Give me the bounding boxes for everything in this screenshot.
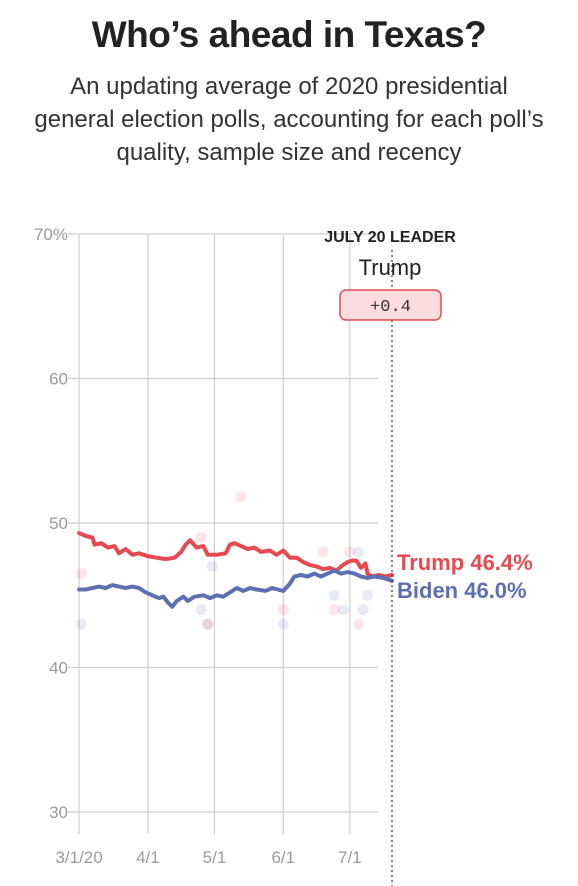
series-line-trump bbox=[77, 531, 394, 579]
x-tick-label: 3/1/20 bbox=[55, 848, 102, 867]
x-tick-label: 5/1 bbox=[203, 848, 227, 867]
poll-dot-trump bbox=[235, 491, 247, 503]
leader-box-name: Trump bbox=[359, 255, 422, 280]
poll-dots bbox=[75, 491, 374, 630]
poll-dot-trump bbox=[195, 531, 207, 543]
poll-dot-biden bbox=[75, 618, 87, 630]
y-tick-label: 70% bbox=[34, 225, 68, 244]
x-tick-label: 6/1 bbox=[271, 848, 295, 867]
series-end-labels: Trump 46.4% Biden 46.0% bbox=[397, 550, 533, 603]
poll-dot-biden bbox=[362, 589, 374, 601]
leader-margin-value: +0.4 bbox=[370, 298, 411, 317]
poll-dot-trump bbox=[328, 604, 340, 616]
poll-dot-trump bbox=[317, 546, 329, 558]
poll-dot-biden bbox=[357, 604, 369, 616]
poll-dot-trump bbox=[75, 568, 87, 580]
poll-dot-biden bbox=[277, 618, 289, 630]
x-tick-label: 4/1 bbox=[136, 848, 160, 867]
series-lines bbox=[77, 531, 394, 609]
poll-dot-biden bbox=[328, 589, 340, 601]
series-end-label-biden: Biden 46.0% bbox=[397, 578, 527, 603]
x-tick-label: 7/1 bbox=[338, 848, 362, 867]
x-axis-ticks: 3/1/20 4/1 5/1 6/1 7/1 bbox=[55, 848, 361, 867]
page-subtitle: An updating average of 2020 presidential… bbox=[34, 73, 544, 166]
poll-dot-trump bbox=[344, 546, 356, 558]
poll-dot-biden bbox=[206, 560, 218, 572]
y-tick-label: 50 bbox=[49, 514, 68, 533]
y-tick-label: 60 bbox=[49, 370, 68, 389]
poll-dot-biden bbox=[202, 618, 214, 630]
poll-dot-biden bbox=[337, 604, 349, 616]
y-tick-label: 30 bbox=[49, 803, 68, 822]
leader-box-heading: JULY 20 LEADER bbox=[324, 229, 456, 246]
y-axis-ticks: 70% 60 50 40 30 bbox=[34, 225, 68, 822]
poll-dot-trump bbox=[277, 604, 289, 616]
poll-dot-biden bbox=[353, 546, 365, 558]
poll-dot-trump bbox=[353, 618, 365, 630]
poll-dot-biden bbox=[195, 604, 207, 616]
leader-margin-badge bbox=[339, 289, 442, 321]
y-tick-label: 40 bbox=[49, 659, 68, 678]
page-title: Who’s ahead in Texas? bbox=[91, 14, 487, 55]
series-end-label-trump: Trump 46.4% bbox=[397, 550, 533, 575]
leader-box: JULY 20 LEADER Trump +0.4 bbox=[324, 229, 456, 321]
series-line-biden bbox=[77, 568, 394, 609]
chart-gridlines bbox=[68, 233, 378, 834]
poll-dot-trump bbox=[202, 618, 214, 630]
